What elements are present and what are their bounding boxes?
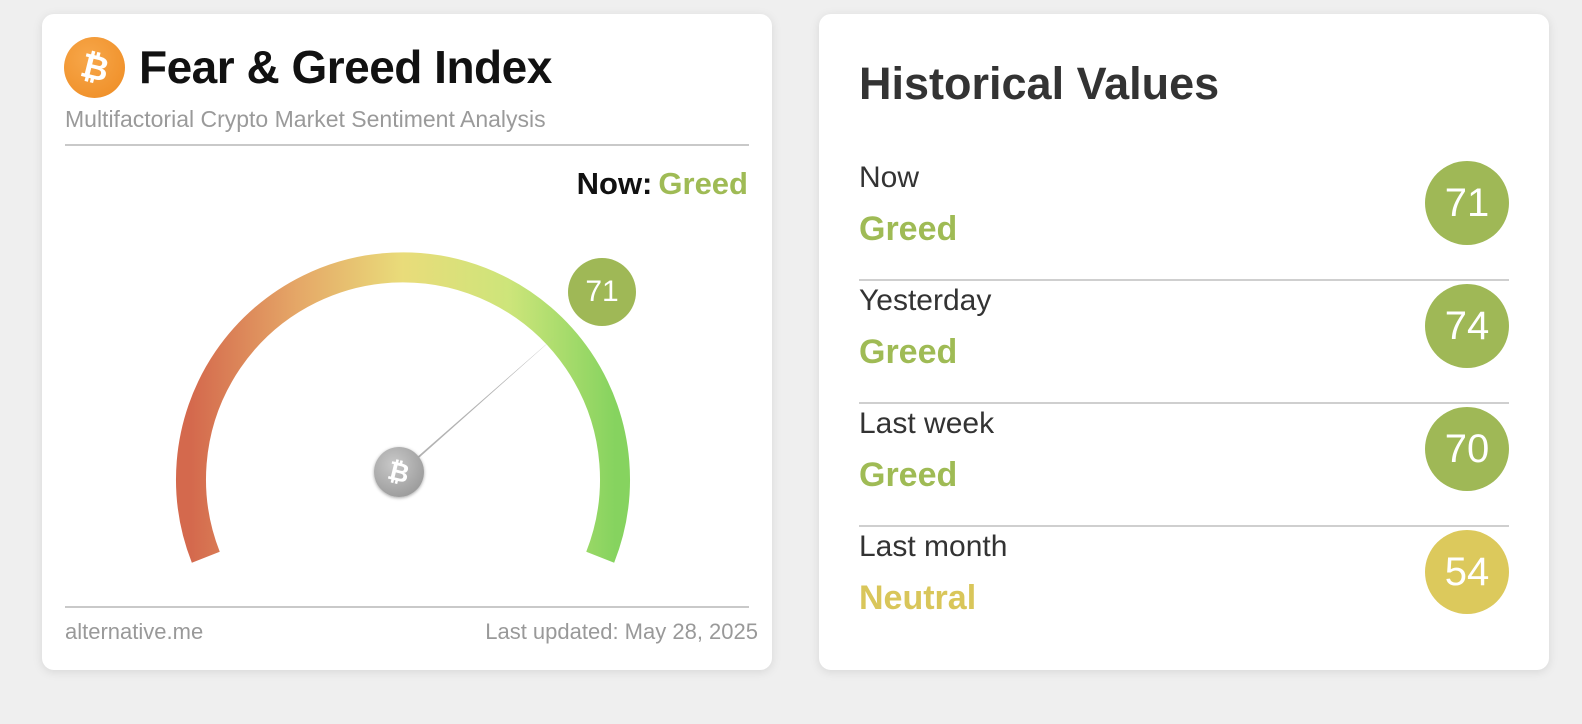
historical-title: Historical Values	[859, 58, 1220, 109]
last-updated: Last updated: May 28, 2025	[485, 619, 758, 644]
value-badge: 70	[1425, 407, 1509, 491]
card-title: Fear & Greed Index	[139, 41, 552, 93]
history-row-last-month: Last month Neutral 54	[859, 527, 1509, 650]
now-status: Now: Greed	[577, 166, 748, 202]
historical-values-card: Historical Values Now Greed 71 Yesterday…	[819, 14, 1549, 670]
history-row-yesterday: Yesterday Greed 74	[859, 281, 1509, 404]
classification-label: Greed	[859, 456, 958, 494]
gauge-arc	[176, 252, 630, 563]
history-row-last-week: Last week Greed 70	[859, 404, 1509, 527]
footer-divider	[65, 606, 749, 608]
value-badge: 74	[1425, 284, 1509, 368]
source-link[interactable]: alternative.me	[65, 619, 204, 644]
gauge-value-badge: 71	[568, 258, 636, 326]
period-label: Now	[859, 161, 920, 194]
gauge-needle	[393, 334, 558, 481]
sentiment-gauge	[176, 252, 630, 563]
period-label: Last week	[859, 407, 995, 440]
history-row-now: Now Greed 71	[859, 158, 1509, 281]
value-badge: 54	[1425, 530, 1509, 614]
value-badge: 71	[1425, 161, 1509, 245]
period-label: Yesterday	[859, 284, 992, 317]
classification-label: Neutral	[859, 579, 977, 617]
card-subtitle: Multifactorial Crypto Market Sentiment A…	[65, 106, 546, 132]
classification-label: Greed	[859, 333, 958, 371]
classification-label: Greed	[859, 210, 958, 248]
fear-greed-card: ₿ Fear & Greed Index Multifactorial Cryp…	[42, 14, 772, 670]
needle-hub-bitcoin-icon: ₿	[374, 447, 424, 497]
now-classification: Greed	[658, 166, 748, 201]
bitcoin-logo-icon: ₿	[64, 37, 125, 98]
row-divider	[859, 525, 1509, 527]
row-divider	[859, 402, 1509, 404]
now-label: Now:	[576, 166, 653, 201]
header-divider	[65, 144, 749, 146]
period-label: Last month	[859, 530, 1008, 563]
row-divider	[859, 279, 1509, 281]
